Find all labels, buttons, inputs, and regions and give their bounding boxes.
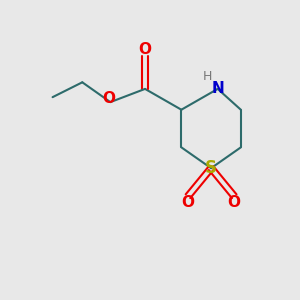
Text: N: N <box>211 81 224 96</box>
Text: S: S <box>205 159 217 177</box>
Text: O: O <box>102 91 115 106</box>
Text: O: O <box>182 195 194 210</box>
Text: H: H <box>202 70 212 83</box>
Text: O: O <box>139 42 152 57</box>
Text: O: O <box>228 195 241 210</box>
